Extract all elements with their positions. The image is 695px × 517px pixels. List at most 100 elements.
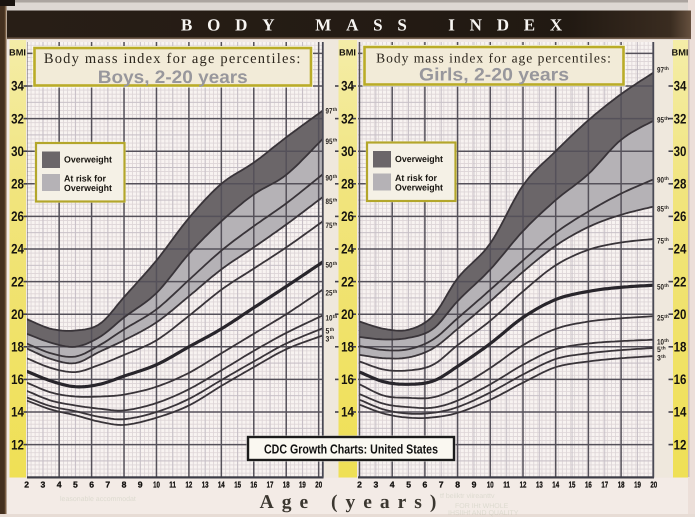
svg-text:15: 15 bbox=[569, 480, 576, 490]
svg-text:11: 11 bbox=[169, 480, 176, 490]
svg-text:26: 26 bbox=[341, 209, 354, 224]
svg-text:16: 16 bbox=[585, 480, 592, 490]
svg-text:7: 7 bbox=[105, 480, 110, 490]
svg-text:12: 12 bbox=[186, 480, 193, 490]
svg-text:85: 85 bbox=[657, 204, 665, 213]
svg-text:th: th bbox=[661, 354, 666, 360]
svg-text:18: 18 bbox=[283, 480, 290, 490]
svg-text:24: 24 bbox=[11, 242, 24, 257]
svg-text:th: th bbox=[333, 107, 338, 113]
svg-text:17: 17 bbox=[267, 480, 274, 490]
svg-text:9: 9 bbox=[472, 480, 477, 490]
svg-text:97: 97 bbox=[326, 106, 333, 115]
svg-text:10: 10 bbox=[657, 337, 665, 346]
svg-text:14: 14 bbox=[11, 405, 24, 420]
svg-text:75: 75 bbox=[657, 236, 665, 245]
svg-text:18: 18 bbox=[618, 480, 625, 490]
svg-text:22: 22 bbox=[341, 274, 354, 289]
svg-text:th: th bbox=[333, 261, 338, 267]
svg-text:30: 30 bbox=[11, 144, 24, 159]
svg-text:14: 14 bbox=[218, 480, 225, 490]
svg-text:12: 12 bbox=[520, 480, 527, 490]
svg-text:IHSlIHf AND QUALITY: IHSlIHf AND QUALITY bbox=[448, 509, 519, 517]
svg-text:BMI: BMI bbox=[339, 48, 356, 58]
svg-text:4: 4 bbox=[390, 480, 395, 490]
svg-text:At risk for: At risk for bbox=[395, 173, 437, 183]
svg-text:Age (years): Age (years) bbox=[260, 492, 445, 513]
svg-text:th: th bbox=[330, 335, 335, 341]
svg-text:85: 85 bbox=[326, 197, 334, 206]
svg-text:28: 28 bbox=[674, 177, 687, 192]
svg-text:20: 20 bbox=[341, 307, 354, 322]
svg-text:16: 16 bbox=[674, 372, 687, 387]
svg-text:th: th bbox=[664, 338, 669, 344]
svg-text:6: 6 bbox=[423, 480, 428, 490]
svg-text:Overweight: Overweight bbox=[395, 183, 443, 193]
svg-text:13: 13 bbox=[536, 480, 543, 490]
svg-text:5: 5 bbox=[406, 480, 411, 490]
svg-text:th: th bbox=[333, 222, 338, 228]
svg-text:Overweight: Overweight bbox=[64, 183, 112, 193]
svg-text:16: 16 bbox=[341, 372, 354, 387]
svg-text:18: 18 bbox=[674, 340, 687, 355]
svg-text:16: 16 bbox=[11, 372, 24, 387]
svg-text:10: 10 bbox=[326, 313, 334, 322]
svg-text:24: 24 bbox=[674, 242, 687, 257]
svg-text:3: 3 bbox=[374, 480, 379, 490]
svg-text:9: 9 bbox=[138, 480, 143, 490]
svg-text:5: 5 bbox=[73, 480, 78, 490]
svg-text:Overweight: Overweight bbox=[64, 155, 112, 165]
svg-text:CDC Growth Charts: United Stat: CDC Growth Charts: United States bbox=[264, 442, 438, 457]
svg-text:97: 97 bbox=[657, 65, 664, 74]
svg-text:2: 2 bbox=[357, 480, 362, 490]
svg-text:24: 24 bbox=[341, 242, 354, 257]
svg-text:20: 20 bbox=[11, 307, 24, 322]
svg-text:15: 15 bbox=[234, 480, 241, 490]
svg-text:34: 34 bbox=[11, 79, 24, 94]
svg-text:28: 28 bbox=[11, 177, 24, 192]
svg-text:th: th bbox=[664, 116, 669, 122]
svg-text:3: 3 bbox=[657, 353, 661, 362]
svg-text:95: 95 bbox=[657, 115, 665, 124]
svg-text:14: 14 bbox=[552, 480, 559, 490]
svg-text:8: 8 bbox=[122, 480, 127, 490]
svg-text:6: 6 bbox=[89, 480, 94, 490]
svg-text:20: 20 bbox=[315, 480, 322, 490]
svg-text:14: 14 bbox=[341, 405, 354, 420]
svg-text:Boys, 2-20 years: Boys, 2-20 years bbox=[98, 67, 248, 87]
svg-text:30: 30 bbox=[341, 144, 354, 159]
svg-text:th: th bbox=[333, 289, 338, 295]
svg-text:20: 20 bbox=[674, 307, 687, 322]
svg-text:28: 28 bbox=[341, 177, 354, 192]
svg-text:22: 22 bbox=[674, 274, 687, 289]
svg-text:FOR IHt WHOLE: FOR IHt WHOLE bbox=[455, 503, 509, 510]
svg-text:Body mass index for age percen: Body mass index for age percentiles: bbox=[44, 51, 302, 67]
svg-text:8: 8 bbox=[455, 480, 460, 490]
svg-text:BODY MASS INDEX: BODY MASS INDEX bbox=[181, 16, 577, 35]
svg-text:10: 10 bbox=[487, 480, 494, 490]
svg-text:30: 30 bbox=[674, 144, 687, 159]
svg-text:th: th bbox=[333, 137, 338, 143]
svg-text:th: th bbox=[661, 345, 666, 351]
svg-text:19: 19 bbox=[634, 480, 641, 490]
svg-text:19: 19 bbox=[299, 480, 306, 490]
svg-text:2: 2 bbox=[24, 480, 29, 490]
svg-text:5: 5 bbox=[326, 326, 330, 335]
svg-text:11: 11 bbox=[503, 480, 510, 490]
svg-text:20: 20 bbox=[650, 480, 657, 490]
svg-text:12: 12 bbox=[11, 437, 24, 452]
svg-text:Girls, 2-20 years: Girls, 2-20 years bbox=[419, 65, 569, 85]
svg-text:th: th bbox=[333, 197, 338, 203]
svg-text:34: 34 bbox=[674, 79, 687, 94]
svg-text:13: 13 bbox=[202, 480, 209, 490]
svg-text:th: th bbox=[664, 176, 669, 182]
svg-text:50: 50 bbox=[657, 282, 665, 291]
svg-text:95: 95 bbox=[326, 137, 334, 146]
svg-text:th: th bbox=[664, 237, 669, 243]
svg-text:th: th bbox=[330, 327, 335, 333]
svg-text:th: th bbox=[664, 205, 669, 211]
svg-text:18: 18 bbox=[341, 340, 354, 355]
svg-text:34: 34 bbox=[341, 79, 354, 94]
svg-text:th: th bbox=[664, 283, 669, 289]
svg-text:12: 12 bbox=[674, 437, 687, 452]
